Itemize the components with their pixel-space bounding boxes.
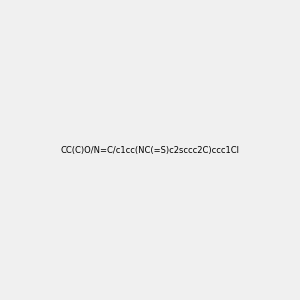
Text: CC(C)O/N=C/c1cc(NC(=S)c2sccc2C)ccc1Cl: CC(C)O/N=C/c1cc(NC(=S)c2sccc2C)ccc1Cl bbox=[61, 146, 239, 154]
